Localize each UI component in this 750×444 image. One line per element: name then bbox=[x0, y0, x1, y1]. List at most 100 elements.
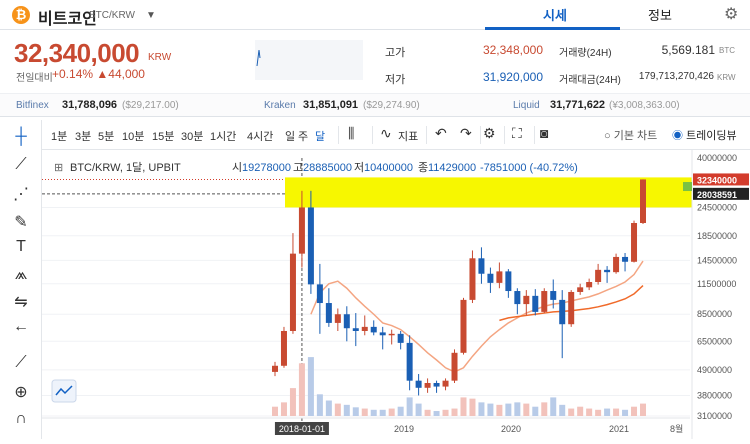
ruler-icon[interactable]: ⟋ bbox=[15, 354, 27, 371]
chart-toolbar: 1분 3분 5분 10분 15분 30분 1시간 4시간 일 주 달 ⫼ ∿ 지… bbox=[42, 120, 750, 150]
candle-body bbox=[532, 295, 539, 312]
candle-body bbox=[343, 314, 350, 329]
interval-30m[interactable]: 30분 bbox=[181, 131, 204, 143]
interval-10m[interactable]: 10분 bbox=[122, 131, 145, 143]
candle-body bbox=[451, 352, 458, 381]
x-tick-label: 2021 bbox=[609, 424, 629, 434]
price-tag bbox=[693, 173, 749, 186]
candles bbox=[272, 179, 646, 396]
candle-body bbox=[505, 271, 512, 292]
candle-body bbox=[442, 380, 449, 387]
candle-body bbox=[289, 253, 296, 331]
price-tag-label: 32340000 bbox=[697, 175, 737, 185]
interval-month[interactable]: 달 bbox=[315, 131, 326, 143]
gear-icon[interactable]: ⚙ bbox=[483, 125, 496, 141]
price-chart[interactable]: 40000000 32340000 28038591 24500000 18500000… bbox=[42, 150, 750, 439]
magnet-icon[interactable]: ∩ bbox=[15, 410, 27, 427]
brush-icon[interactable]: ✎ bbox=[14, 214, 28, 231]
undo-icon[interactable]: ↶ bbox=[435, 125, 447, 141]
candle-body bbox=[640, 179, 646, 224]
y-tick-label: 3800000 bbox=[697, 390, 732, 400]
volume-bar bbox=[460, 397, 467, 416]
fullscreen-icon[interactable]: ⛶ bbox=[512, 125, 522, 141]
volume-bar bbox=[523, 403, 530, 416]
volume-bar bbox=[361, 408, 368, 416]
candle-body bbox=[469, 258, 476, 300]
time-tag-label: 2018-01-01 bbox=[279, 424, 325, 434]
volume-bar bbox=[388, 408, 395, 416]
candle-body bbox=[496, 271, 503, 283]
candle-body bbox=[415, 380, 422, 388]
y-tick-label: 4900000 bbox=[697, 365, 732, 375]
tab-info[interactable]: 정보 bbox=[648, 8, 672, 23]
chart-legend: ⊞ BTC/KRW, 1달, UPBIT 시 19278000 고 28885000 저 10… bbox=[51, 161, 578, 403]
candle-body bbox=[550, 291, 557, 300]
interval-1h[interactable]: 1시간 bbox=[210, 131, 237, 143]
radio-tradingview[interactable]: ◉ 트레이딩뷰 bbox=[672, 127, 737, 143]
radio-basic-label: 기본 차트 bbox=[613, 130, 658, 142]
volume-bar bbox=[325, 400, 332, 416]
y-tick-label: 24500000 bbox=[697, 202, 737, 212]
interval-week[interactable]: 주 bbox=[298, 131, 309, 143]
measure-icon[interactable]: ⇋ bbox=[14, 294, 28, 311]
trendline-icon[interactable]: ⟋ bbox=[15, 156, 27, 173]
volume-bar bbox=[595, 409, 602, 416]
volume-unit: BTC bbox=[719, 46, 735, 55]
radio-tv-label: 트레이딩뷰 bbox=[686, 130, 737, 142]
y-tick-label: 6500000 bbox=[697, 336, 732, 346]
back-arrow-icon[interactable]: ← bbox=[13, 318, 29, 335]
coin-dropdown-icon[interactable]: ▼ bbox=[146, 10, 156, 21]
interval-15m[interactable]: 15분 bbox=[152, 131, 175, 143]
indicator-button[interactable]: 지표 bbox=[398, 131, 419, 143]
volume-bar bbox=[604, 408, 611, 416]
volume-bar bbox=[505, 403, 512, 416]
candle-body bbox=[523, 295, 530, 305]
interval-1m[interactable]: 1분 bbox=[51, 131, 68, 143]
coin-pair: BTC/KRW bbox=[89, 10, 135, 21]
y-tick-label: 18500000 bbox=[697, 231, 737, 241]
candle-body bbox=[433, 382, 440, 387]
chart-area[interactable]: 40000000 32340000 28038591 24500000 18500000… bbox=[42, 150, 750, 439]
legend-text: 19278000 bbox=[242, 162, 291, 174]
pattern-icon[interactable]: ⩕ bbox=[14, 266, 28, 283]
interval-5m[interactable]: 5분 bbox=[98, 131, 115, 143]
exchange-name[interactable]: Liquid bbox=[513, 100, 540, 111]
redo-icon[interactable]: ↷ bbox=[460, 125, 472, 141]
interval-4h[interactable]: 4시간 bbox=[247, 131, 274, 143]
ma-short-line bbox=[310, 260, 644, 373]
exchange-usd: ($29,217.00) bbox=[122, 100, 179, 111]
crosshair-icon[interactable]: ┼ bbox=[15, 128, 27, 145]
highlight-band bbox=[285, 177, 698, 208]
divider bbox=[480, 126, 481, 144]
candle-body bbox=[307, 207, 314, 285]
indicator-icon[interactable]: ∿ bbox=[380, 125, 392, 141]
exchange-name[interactable]: Kraken bbox=[264, 100, 296, 111]
volume-bar bbox=[478, 402, 485, 416]
interval-day[interactable]: 일 bbox=[285, 131, 296, 143]
zoom-icon[interactable]: ⊕ bbox=[14, 384, 28, 401]
time-tag bbox=[274, 422, 329, 435]
exchange-name[interactable]: Bitfinex bbox=[16, 100, 49, 111]
volume-bar bbox=[424, 409, 431, 416]
price-axis: 40000000 32340000 28038591 24500000 18500000… bbox=[683, 150, 750, 439]
camera-icon[interactable]: ◙ bbox=[540, 125, 549, 141]
candle-body bbox=[577, 287, 584, 292]
time-axis: 2018-01-01 2019 2020 2021 8월 bbox=[42, 417, 690, 435]
candle-body bbox=[595, 269, 602, 283]
exchange-price: 31,788,096 bbox=[62, 99, 118, 111]
gear-icon[interactable]: ⚙ bbox=[724, 6, 739, 23]
candle-body bbox=[370, 326, 377, 333]
volume-bar bbox=[280, 402, 287, 416]
candle-type-icon[interactable]: ⫼ bbox=[348, 125, 355, 141]
legend-text: 28885000 bbox=[303, 162, 352, 174]
tab-market[interactable]: 시세 bbox=[543, 8, 567, 23]
text-icon[interactable]: T bbox=[16, 238, 26, 255]
fibonacci-icon[interactable]: ⋰ bbox=[13, 186, 29, 203]
radio-basic-chart[interactable]: ○ 기본 차트 bbox=[604, 130, 658, 142]
coin-name: 비트코인 bbox=[38, 11, 97, 28]
x-tick-label: 2019 bbox=[394, 424, 414, 434]
interval-3m[interactable]: 3분 bbox=[75, 131, 92, 143]
volume-bar bbox=[640, 403, 646, 416]
candle-body bbox=[631, 223, 638, 262]
amount-unit: KRW bbox=[717, 73, 736, 82]
